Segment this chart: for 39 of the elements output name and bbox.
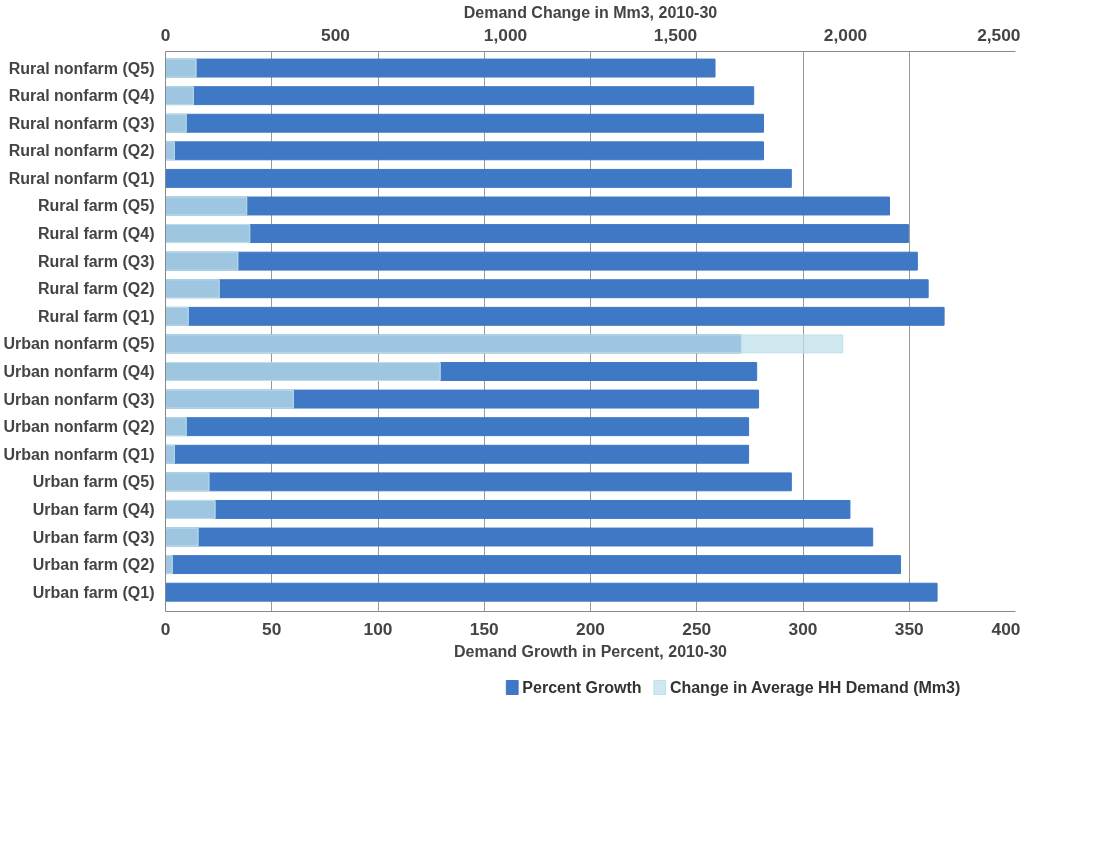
y-tick-label: Urban nonfarm (Q2) [3, 418, 155, 436]
x-tick-label: 150 [469, 618, 499, 639]
y-tick-label: Urban farm (Q5) [32, 473, 155, 491]
x-tick-label: 200 [576, 618, 605, 639]
x2-tick-label: 500 [321, 24, 350, 45]
x-axis-title: Demand Growth in Percent, 2010-30 [454, 642, 728, 660]
y-tick-label: Urban farm (Q4) [32, 500, 155, 518]
y-tick-label: Urban nonfarm (Q3) [3, 390, 155, 408]
x-tick-label: 400 [991, 618, 1021, 639]
x-tick-label: 50 [262, 618, 282, 639]
x2-tick-label: 2,500 [977, 24, 1021, 45]
x2-tick-label: 2,000 [823, 24, 868, 45]
y-tick-label: Rural farm (Q1) [38, 307, 155, 325]
y-tick-label: Rural farm (Q3) [38, 252, 155, 270]
x-tick-label: 300 [788, 618, 818, 639]
y-tick-label: Urban nonfarm (Q1) [3, 445, 155, 463]
x2-tick-label: 0 [160, 24, 171, 45]
x-tick-label: 0 [160, 618, 171, 639]
y-tick-label: Urban farm (Q1) [32, 583, 155, 601]
y-tick-label: Rural nonfarm (Q3) [8, 114, 155, 132]
y-tick-label: Rural farm (Q5) [38, 197, 155, 215]
y-tick-label: Rural nonfarm (Q5) [8, 59, 155, 77]
y-tick-label: Urban farm (Q2) [32, 556, 155, 574]
x2-axis-title: Demand Change in Mm3, 2010-30 [463, 3, 718, 21]
y-tick-label: Urban nonfarm (Q5) [3, 335, 155, 353]
y-tick-label: Urban nonfarm (Q4) [3, 363, 155, 380]
y-tick-label: Rural nonfarm (Q1) [8, 169, 155, 187]
x-tick-label: 350 [894, 618, 924, 639]
legend-label: Change in Average HH Demand (Mm3) [669, 679, 961, 696]
y-tick-label: Rural farm (Q4) [38, 225, 155, 243]
x2-tick-label: 1,000 [483, 24, 528, 45]
x2-tick-label: 1,500 [653, 24, 698, 45]
y-tick-label: Rural nonfarm (Q4) [8, 87, 155, 105]
x-tick-label: 250 [682, 618, 712, 639]
legend-label: Percent Growth [522, 679, 642, 696]
x-tick-label: 100 [363, 618, 393, 639]
y-tick-label: Rural nonfarm (Q2) [8, 142, 155, 160]
y-tick-label: Urban farm (Q3) [32, 528, 155, 546]
y-tick-label: Rural farm (Q2) [38, 280, 155, 298]
